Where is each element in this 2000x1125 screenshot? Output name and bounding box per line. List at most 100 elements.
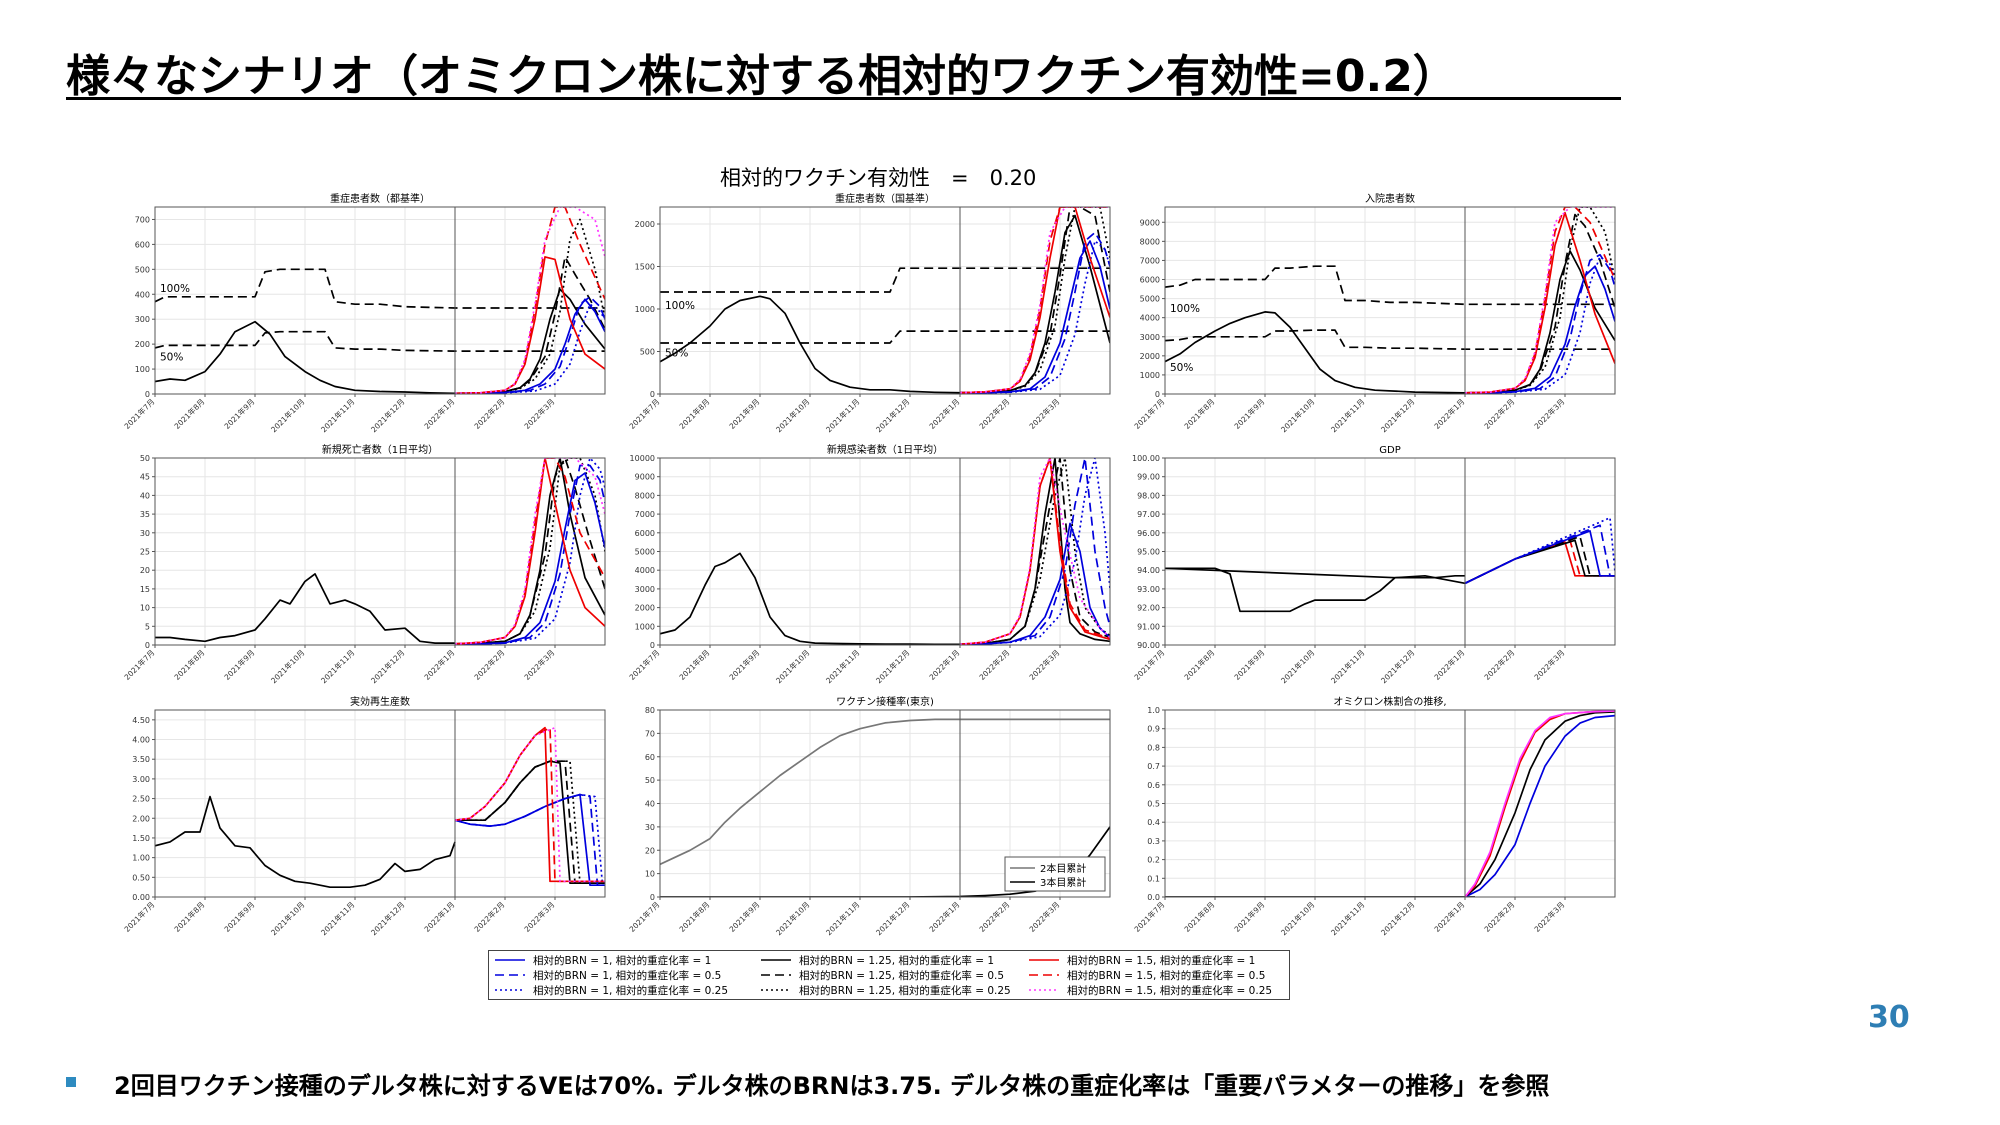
plot-frame: [154, 206, 606, 395]
x-tick-label: 2021年7月: [122, 396, 157, 431]
y-tick-label: 4000: [1140, 314, 1160, 323]
y-tick-label: 1500: [635, 263, 655, 272]
y-tick-label: 0.50: [132, 873, 150, 882]
legend-label: 相対的BRN = 1.5, 相対的重症化率 = 1: [1067, 955, 1256, 967]
y-tick-label: 2000: [635, 220, 655, 229]
legend-label: 相対的BRN = 1.25, 相対的重症化率 = 0.25: [799, 985, 1011, 997]
legend-swatch: [1029, 989, 1059, 991]
series-line-2: [660, 267, 1110, 293]
series-line-12: [454, 207, 605, 394]
y-tick-label: 7000: [1140, 256, 1160, 265]
series-line-8: [455, 295, 605, 394]
series-line-1: [1165, 567, 1465, 613]
y-tick-label: 6000: [635, 529, 655, 538]
x-tick-label: 2021年12月: [873, 647, 911, 685]
x-tick-label: 2021年10月: [268, 396, 306, 434]
y-tick-label: 8000: [635, 491, 655, 500]
y-tick-label: 30: [140, 529, 150, 538]
chart-title: GDP: [1379, 445, 1400, 456]
annotation-label: 50%: [665, 348, 688, 360]
legend-swatch: [495, 974, 525, 976]
y-tick-label: 0: [650, 641, 655, 650]
x-tick-label: 2022年2月: [472, 899, 507, 934]
series-line-9: [959, 458, 1110, 645]
chart-panel-2: 重症患者数（国基準） 0 500 1000 1500 2000 2021年7月 2021年8月…: [627, 192, 1111, 434]
x-tick-label: 2022年3月: [1027, 647, 1062, 682]
y-tick-label: 1000: [635, 622, 655, 631]
series-group: [1165, 516, 1615, 613]
y-tick-label: 1.00: [132, 854, 150, 863]
x-tick-label: 2021年9月: [1232, 396, 1267, 431]
y-tick-label: 0.9: [1147, 725, 1160, 734]
y-tick-label: 0: [650, 390, 655, 399]
x-tick-label: 2021年11月: [1328, 899, 1366, 937]
y-tick-label: 200: [135, 340, 150, 349]
x-tick-label: 2022年2月: [472, 647, 507, 682]
y-tick-label: 10000: [630, 454, 655, 463]
y-tick-label: 98.00: [1137, 491, 1160, 500]
chart-title: 新規死亡者数（1日平均）: [322, 443, 438, 456]
series-line-5: [1464, 213, 1615, 394]
series-line-11: [454, 207, 605, 394]
y-tick-label: 700: [135, 215, 150, 224]
y-tick-label: 20: [645, 846, 655, 855]
title-underline: [66, 97, 1621, 100]
series-line-2: [1464, 714, 1615, 897]
annotation-label: 100%: [665, 300, 695, 312]
x-tick-label: 2021年11月: [318, 899, 356, 937]
plot-border: [154, 709, 606, 898]
inner-legend-label: 2本目累計: [1040, 862, 1086, 875]
series-group: [155, 458, 605, 645]
chart-title: 入院患者数: [1365, 192, 1415, 205]
y-tick-label: 96.00: [1137, 529, 1160, 538]
x-tick-label: 2022年3月: [1532, 647, 1567, 682]
x-tick-label: 2022年3月: [522, 647, 557, 682]
y-tick-label: 0: [145, 641, 150, 650]
legend-swatch: [495, 959, 525, 961]
series-line-8: [1464, 524, 1615, 585]
x-tick-label: 2021年9月: [727, 396, 762, 431]
series-line-6: [959, 458, 1110, 645]
y-tick-label: 0.2: [1147, 856, 1160, 865]
chart-panel-5: 新規感染者数（1日平均） 0 1000 2000 3000 4000 5000 6000 700…: [627, 443, 1111, 685]
legend-label: 相対的BRN = 1, 相対的重症化率 = 0.5: [533, 970, 722, 982]
y-tick-label: 2000: [1140, 352, 1160, 361]
x-tick-label: 2022年1月: [1432, 899, 1467, 934]
y-tick-label: 0.7: [1147, 762, 1160, 771]
series-line-1: [155, 795, 456, 889]
y-tick-label: 3.50: [132, 755, 150, 764]
x-tick-label: 2022年2月: [977, 899, 1012, 934]
series-line-12: [959, 207, 1110, 394]
y-tick-label: 1000: [1140, 371, 1160, 380]
series-group: [155, 726, 605, 889]
series-group: [155, 207, 605, 394]
series-line-3: [454, 458, 605, 645]
bullet-marker: [66, 1077, 76, 1087]
legend-label: 相対的BRN = 1.25, 相対的重症化率 = 0.5: [799, 970, 1005, 982]
x-tick-label: 2021年8月: [1182, 899, 1217, 934]
series-line-12: [1464, 207, 1615, 394]
inner-legend-box: [1004, 856, 1106, 892]
x-tick-label: 2021年10月: [1278, 396, 1316, 434]
x-tick-label: 2021年11月: [823, 647, 861, 685]
legend-swatch: [1029, 974, 1059, 976]
y-tick-label: 92.00: [1137, 604, 1160, 613]
y-tick-label: 1.0: [1147, 706, 1160, 715]
x-tick-label: 2021年8月: [172, 899, 207, 934]
x-tick-label: 2021年7月: [627, 396, 662, 431]
legend-label: 相対的BRN = 1, 相対的重症化率 = 0.25: [533, 985, 729, 997]
chart-title: オミクロン株割合の推移,: [1333, 695, 1446, 708]
y-tick-label: 94.00: [1137, 566, 1160, 575]
y-tick-label: 50: [645, 776, 655, 785]
x-tick-label: 2022年2月: [1482, 647, 1517, 682]
x-tick-label: 2021年12月: [1378, 396, 1416, 434]
series-line-2: [155, 268, 605, 309]
x-tick-label: 2021年11月: [1328, 396, 1366, 434]
series-group: [1165, 710, 1615, 897]
y-tick-label: 10: [140, 604, 150, 613]
x-tick-label: 2021年8月: [1182, 396, 1217, 431]
y-tick-label: 500: [640, 348, 655, 357]
series-line-3: [455, 760, 605, 885]
y-tick-label: 60: [645, 753, 655, 762]
x-tick-label: 2021年7月: [122, 899, 157, 934]
